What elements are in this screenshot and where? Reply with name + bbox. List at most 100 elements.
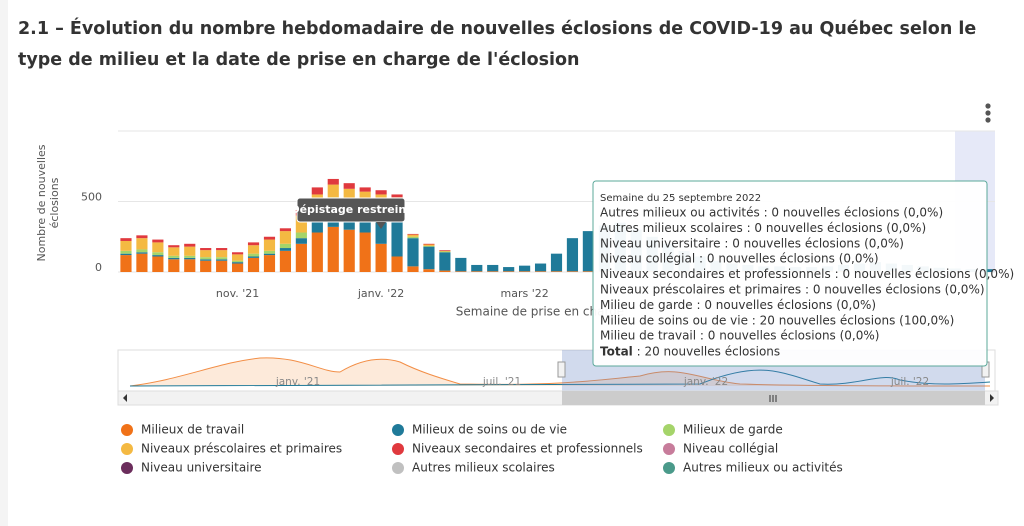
- bar-segment: [232, 263, 244, 272]
- title-box: 2.1 – Évolution du nombre hebdomadaire d…: [18, 19, 977, 70]
- bar-segment: [550, 271, 563, 272]
- bar-segment: [120, 240, 132, 251]
- bar-segment: [232, 254, 244, 261]
- bar-segment: [471, 264, 483, 272]
- bar-segment: [168, 257, 180, 260]
- navigator-label: janv. '21: [275, 376, 320, 388]
- bar-segment: [407, 234, 419, 237]
- bar-segment: [503, 267, 515, 272]
- legend-label: Milieux de travail: [141, 423, 244, 437]
- bar-segment: [582, 271, 594, 272]
- bar-segment: [200, 250, 212, 258]
- bar-segment: [263, 253, 276, 256]
- bar-segment: [423, 243, 435, 245]
- legend-marker: [663, 462, 675, 474]
- scrollbar[interactable]: [117, 390, 999, 406]
- navigator-label: janv. '22: [683, 376, 728, 388]
- tooltip: Semaine du 25 septembre 2022 Autres milie…: [592, 180, 1014, 367]
- navigator-label: juil. '21: [482, 376, 521, 388]
- bar-segment: [391, 205, 403, 257]
- legend-label: Niveau collégial: [683, 442, 778, 456]
- bar-segment: [184, 246, 196, 256]
- x-tick-label: janv. '22: [357, 287, 404, 300]
- bar-segment: [295, 232, 307, 239]
- bar-segment: [263, 239, 276, 251]
- bar-segment: [534, 263, 547, 272]
- tooltip-total-text: : 20 nouvelles éclosions: [633, 344, 780, 358]
- bar-segment: [359, 187, 371, 192]
- bar-segment: [311, 215, 323, 233]
- bar-segment: [152, 256, 164, 272]
- bar-segment: [327, 184, 339, 198]
- chart-title: 2.1 – Évolution du nombre hebdomadaire d…: [18, 19, 977, 70]
- bar-segment: [247, 242, 260, 246]
- legend-label: Autres milieux ou activités: [683, 461, 843, 475]
- bar-segment: [534, 271, 547, 272]
- bar-segment: [439, 270, 451, 272]
- bar-segment: [423, 269, 435, 272]
- bar-segment: [232, 262, 244, 264]
- tooltip-line: Niveau collégial : 0 nouvelles éclosions…: [600, 252, 879, 266]
- tooltip-total-label: Total: [600, 344, 633, 358]
- bar-segment: [184, 243, 196, 247]
- navigator-label: juil. '22: [890, 376, 929, 388]
- legend-label: Niveaux secondaires et professionnels: [412, 442, 643, 456]
- bar-segment: [184, 255, 196, 258]
- bar-segment: [216, 259, 228, 261]
- bar-segment: [423, 245, 435, 247]
- bar-segment: [247, 257, 260, 272]
- bar-segment: [216, 250, 228, 258]
- bar-segment: [152, 242, 164, 253]
- annotation: Dépistage restreint: [290, 197, 412, 229]
- bar-segment: [152, 252, 164, 256]
- bar-segment: [184, 259, 196, 272]
- bar-segment: [247, 245, 260, 254]
- bar-segment: [343, 183, 355, 189]
- bar-segment: [152, 239, 164, 243]
- bar-segment: [487, 264, 499, 272]
- menu-icon[interactable]: [985, 103, 991, 123]
- bar-segment: [136, 252, 148, 254]
- bar-segment: [327, 178, 339, 185]
- bar-segment: [295, 238, 307, 244]
- bar-segment: [136, 249, 148, 253]
- bar-segment: [136, 253, 148, 272]
- legend-label: Niveaux préscolaires et primaires: [141, 442, 342, 456]
- bar-segment: [279, 248, 292, 251]
- bar-segment: [216, 257, 228, 260]
- tooltip-line: Milieu de garde : 0 nouvelles éclosions …: [600, 298, 876, 312]
- tooltip-line: Niveaux préscolaires et primaires : 0 no…: [600, 283, 985, 297]
- bar-segment: [439, 251, 451, 253]
- x-axis-title: Semaine de prise en charge: [456, 305, 624, 319]
- bar-segment: [232, 260, 244, 263]
- bar-segment: [216, 248, 228, 251]
- bar-segment: [295, 243, 307, 272]
- bar-segment: [423, 246, 435, 270]
- bar-segment: [455, 271, 467, 272]
- bar-segment: [263, 236, 276, 240]
- bar-segment: [216, 260, 228, 272]
- bar-segment: [519, 271, 531, 272]
- legend-marker: [121, 443, 133, 455]
- bar-segment: [455, 257, 467, 272]
- y-tick-label: 500: [81, 191, 102, 204]
- bar-segment: [343, 188, 355, 201]
- bar-segment: [120, 250, 132, 254]
- tooltip-line: Niveau universitaire : 0 nouvelles éclos…: [600, 236, 904, 250]
- bar-segment: [519, 265, 531, 272]
- bar-segment: [136, 235, 148, 239]
- bar-segment: [359, 191, 371, 202]
- tooltip-line: Autres milieux ou activités : 0 nouvelle…: [600, 206, 943, 220]
- bar-segment: [263, 250, 276, 254]
- bar-segment: [136, 238, 148, 250]
- tooltip-line: Autres milieux scolaires : 0 nouvelles é…: [600, 221, 926, 235]
- bar-segment: [184, 257, 196, 260]
- legend-marker: [663, 443, 675, 455]
- bar-segment: [566, 271, 579, 272]
- bar-segment: [359, 232, 371, 272]
- bar-segment: [407, 266, 419, 272]
- bar-segment: [247, 253, 260, 257]
- bar-segment: [295, 215, 307, 233]
